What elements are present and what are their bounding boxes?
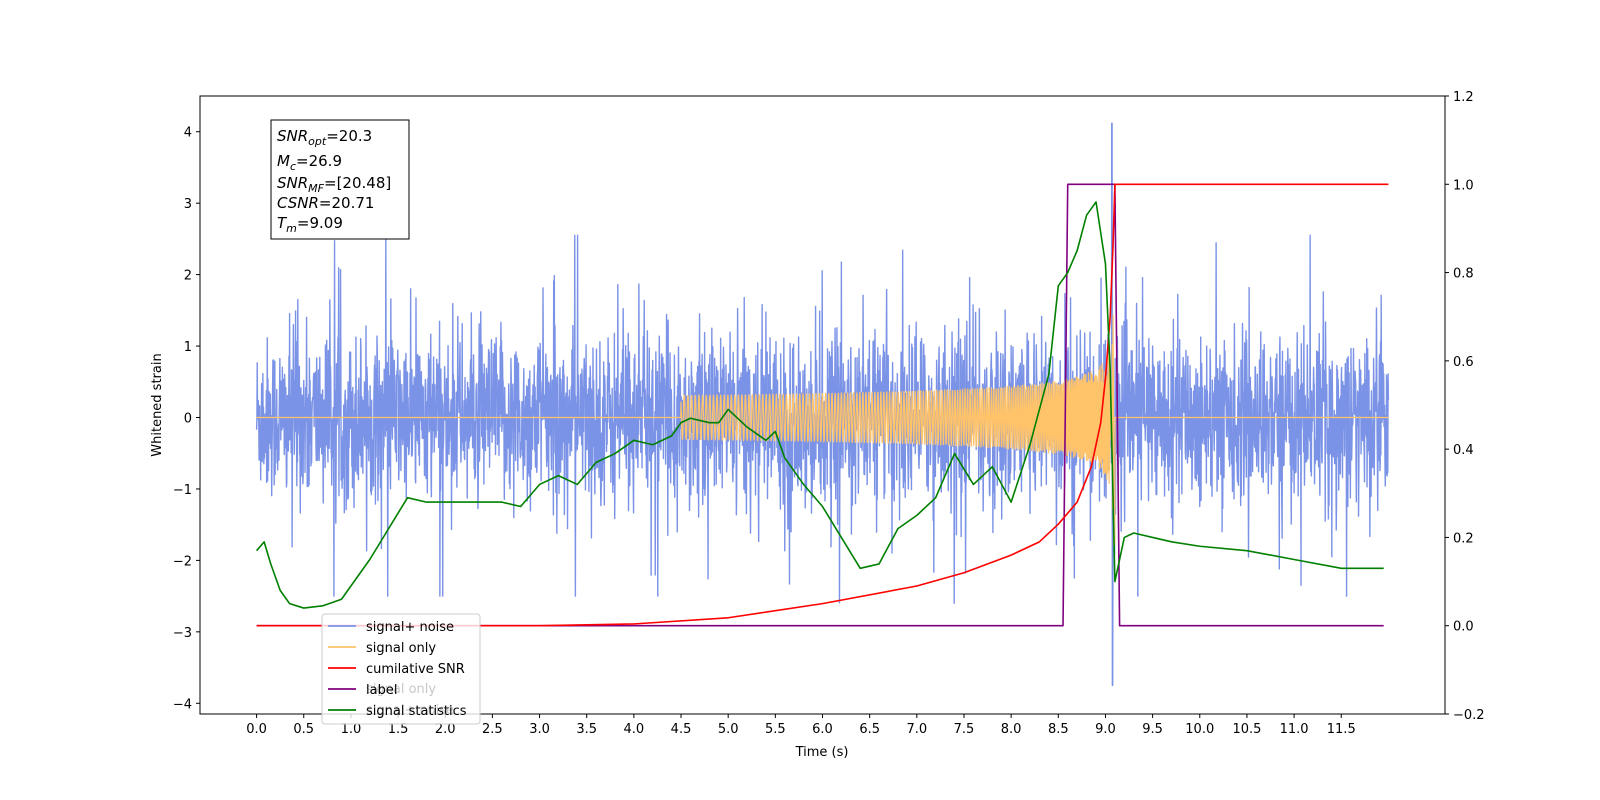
series-signal-only: [256, 314, 1389, 546]
info-box-line: SNRMF=[20.48]: [277, 174, 391, 195]
series-cumilative-snr-line: [256, 183, 1389, 627]
legend-frame: [321, 613, 481, 725]
y-axis-left: 4 3 2 1 0 −1 −2 −3 −4: [173, 126, 200, 712]
x-tick-label: 5.0: [718, 722, 739, 737]
y-right-tick-label: 1.0: [1453, 178, 1474, 193]
x-tick-label: 2.5: [482, 722, 503, 737]
y-left-tick-label: −3: [173, 626, 192, 641]
plot-area: [255, 122, 1390, 687]
x-tick-label: 8.0: [1001, 722, 1022, 737]
x-tick-label: 11.5: [1327, 722, 1356, 737]
info-box-line: Tm=9.09: [277, 214, 343, 235]
x-tick-label: 6.0: [812, 722, 833, 737]
x-tick-label: 1.5: [388, 722, 409, 737]
y-left-tick-label: −4: [173, 697, 192, 712]
x-tick-label: 0.5: [293, 722, 314, 737]
x-tick-label: 8.5: [1048, 722, 1069, 737]
y-right-tick-label: −0.2: [1453, 708, 1485, 723]
y-left-tick-label: 3: [184, 197, 192, 212]
legend-entry: signal+ noise: [366, 620, 454, 635]
signal-only-line: [256, 314, 1389, 546]
x-tick-label: 3.0: [529, 722, 550, 737]
x-tick-label: 4.0: [624, 722, 645, 737]
y-left-tick-label: 0: [184, 412, 192, 427]
x-tick-label: 5.5: [765, 722, 786, 737]
x-tick-label: 7.5: [954, 722, 975, 737]
info-box-line: Mc=26.9: [277, 152, 342, 173]
x-tick-label: 2.0: [435, 722, 456, 737]
x-tick-label: 10.0: [1185, 722, 1214, 737]
legend-entry: label: [366, 683, 397, 698]
x-tick-label: 10.5: [1232, 722, 1261, 737]
legend-entry: signal only: [366, 641, 436, 656]
x-tick-label: 9.0: [1095, 722, 1116, 737]
info-box-line: CSNR=20.71: [277, 194, 374, 212]
y-axis-right: 1.2 1.0 0.8 0.6 0.4 0.2 0.0 −0.2: [1445, 90, 1485, 723]
y-right-tick-label: 0.8: [1453, 267, 1474, 282]
y-axis-label: Whitened strain: [150, 353, 165, 456]
y-left-tick-label: −2: [173, 554, 192, 569]
y-right-tick-label: 1.2: [1453, 90, 1474, 105]
legend-ghost-text: signal+ noise: [366, 703, 454, 718]
x-tick-label: 6.5: [859, 722, 880, 737]
info-box: SNRopt=20.3 Mc=26.9SNRMF=[20.48]CSNR=20.7…: [270, 119, 410, 240]
x-tick-label: 7.0: [906, 722, 927, 737]
legend-entry: cumilative SNR: [366, 662, 465, 677]
series-signal-statistics-line: [255, 201, 1384, 609]
x-axis-label: Time (s): [795, 745, 849, 760]
legend-ghost-text: signal only: [366, 682, 436, 697]
x-axis: 0.0 0.5 1.0 1.5 2.0 2.5 3.0 3.5 4.0 4.5 5.0 5.5 6.0 6…: [246, 714, 1356, 737]
y-right-tick-label: 0.4: [1453, 443, 1474, 458]
y-left-tick-label: 4: [184, 126, 192, 141]
right-axis-series: [255, 183, 1389, 627]
info-box-line: SNRopt=20.3: [277, 127, 372, 148]
y-left-tick-label: 2: [184, 269, 192, 284]
x-tick-label: 4.5: [671, 722, 692, 737]
y-right-tick-label: 0.2: [1453, 531, 1474, 546]
x-tick-label: 1.0: [341, 722, 362, 737]
y-left-tick-label: −1: [173, 483, 192, 498]
x-tick-label: 0.0: [246, 722, 267, 737]
x-tick-label: 9.5: [1142, 722, 1163, 737]
info-box-frame: [270, 119, 410, 240]
x-tick-label: 3.5: [576, 722, 597, 737]
x-tick-label: 11.0: [1280, 722, 1309, 737]
y-right-tick-label: 0.0: [1453, 620, 1474, 635]
series-label-line: [256, 183, 1384, 627]
y-right-tick-label: 0.6: [1453, 355, 1474, 370]
legend-entry: signal statistics: [366, 704, 467, 719]
y-left-tick-label: 1: [184, 340, 192, 355]
